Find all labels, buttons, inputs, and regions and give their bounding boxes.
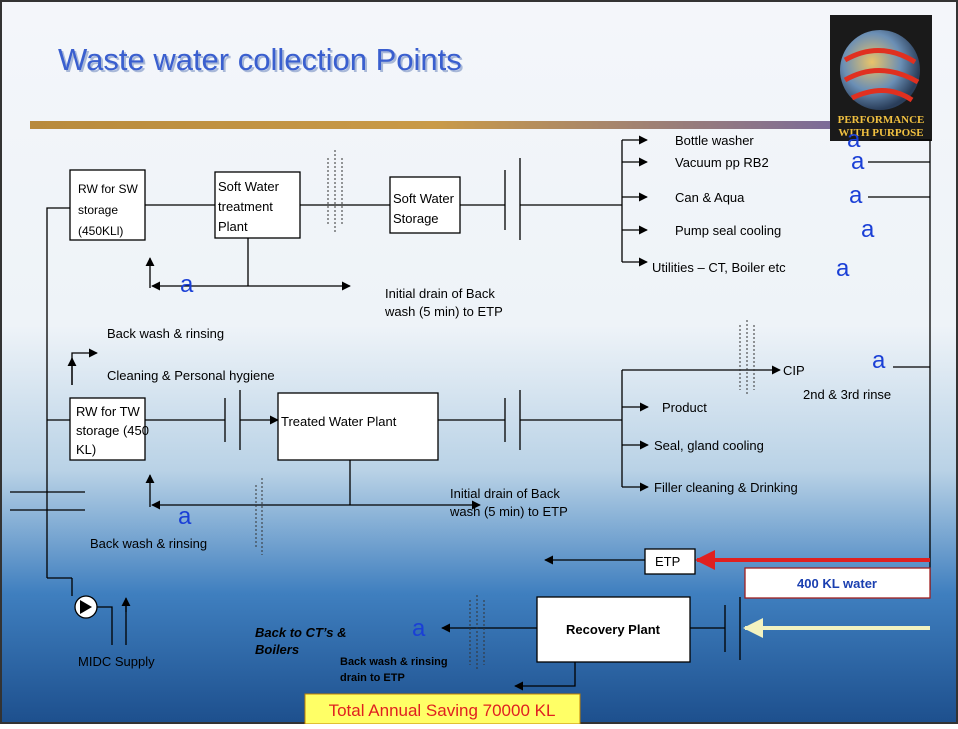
check-mark: a <box>872 347 886 374</box>
text-line: KL) <box>76 442 96 457</box>
text-line: Storage <box>393 211 439 226</box>
text-line: ETP <box>655 554 680 569</box>
use-label: Seal, gland cooling <box>654 438 764 453</box>
use-label: Utilities – CT, Boiler etc <box>652 260 786 275</box>
use-label: Cleaning & Personal hygiene <box>107 368 275 383</box>
note: Back wash & rinsing <box>107 326 224 341</box>
text-line: storage (450 <box>76 423 149 438</box>
node-label: Treated Water Plant <box>281 414 397 429</box>
text-line: Initial drain of Back <box>450 486 560 501</box>
use-label: Bottle washer <box>675 133 754 148</box>
use-label: CIP <box>783 363 805 378</box>
text-line: storage <box>78 203 118 217</box>
use-label: 2nd & 3rd rinse <box>803 387 891 402</box>
title: Waste water collection Points <box>58 42 462 77</box>
text-line: RW for SW <box>78 182 138 196</box>
text-line: RW for TW <box>76 404 141 419</box>
text-line: Initial drain of Back <box>385 286 495 301</box>
text-line: 400 KL water <box>797 576 877 591</box>
use-label: Vacuum pp RB2 <box>675 155 769 170</box>
text-line: Back wash & rinsing <box>90 536 207 551</box>
use-label: Pump seal cooling <box>675 223 781 238</box>
use-label: Filler cleaning & Drinking <box>654 480 798 495</box>
text-line: Treated Water Plant <box>281 414 397 429</box>
text-line: treatment <box>218 199 273 214</box>
use-label: Product <box>662 400 707 415</box>
slide: Waste water collection Points Waste wate… <box>0 0 958 724</box>
note: Back wash & rinsing <box>90 536 207 551</box>
background <box>0 0 958 724</box>
node-label: 400 KL water <box>797 576 877 591</box>
text-line: Plant <box>218 219 248 234</box>
text-line: Recovery Plant <box>566 622 661 637</box>
node-label: Recovery Plant <box>566 622 661 637</box>
check-mark: a <box>851 148 865 175</box>
check-mark: a <box>849 182 863 209</box>
text-line: Back to CT’s & <box>255 625 347 640</box>
logo: PERFORMANCE WITH PURPOSE <box>830 15 932 141</box>
check-mark: a <box>412 615 426 642</box>
text-line: Soft Water <box>393 191 455 206</box>
text-line: drain to ETP <box>340 672 405 684</box>
use-label: Can & Aqua <box>675 190 745 205</box>
check-mark: a <box>861 216 875 243</box>
text-line: Back wash & rinsing <box>107 326 224 341</box>
node-label: ETP <box>655 554 680 569</box>
text-line: Boilers <box>255 642 299 657</box>
text-line: Soft Water <box>218 179 280 194</box>
footer: Total Annual Saving 70000 KL <box>329 701 556 720</box>
logo-text: PERFORMANCE <box>838 114 925 126</box>
check-mark: a <box>178 503 192 530</box>
check-mark: a <box>836 255 850 282</box>
check-mark: a <box>180 271 194 298</box>
text-line: wash (5 min) to ETP <box>449 504 568 519</box>
text-line: wash (5 min) to ETP <box>384 304 503 319</box>
note: MIDC Supply <box>78 654 155 669</box>
text-line: Back wash & rinsing <box>340 656 448 668</box>
text-line: (450KLl) <box>78 224 123 238</box>
title-rule <box>30 121 840 129</box>
text-line: MIDC Supply <box>78 654 155 669</box>
